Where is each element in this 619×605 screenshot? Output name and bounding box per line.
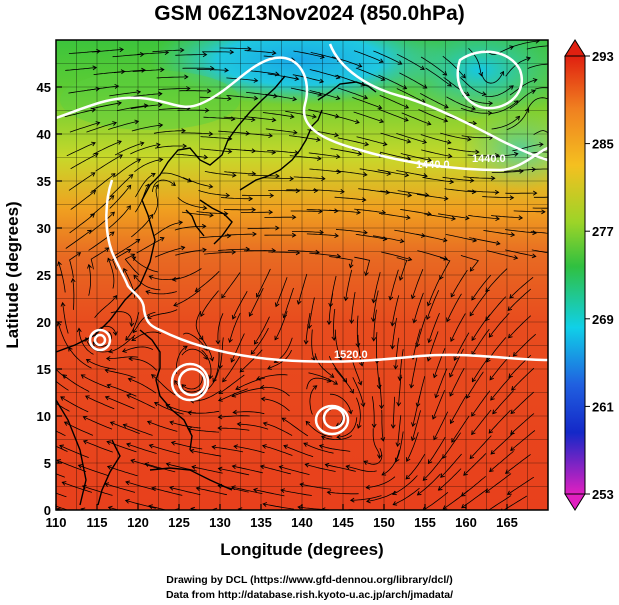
x-tick-label: 125	[168, 515, 190, 530]
x-tick-label: 160	[455, 515, 477, 530]
contour-label-1440-b: 1440.0	[472, 153, 506, 165]
y-tick-label: 45	[37, 80, 51, 95]
contour-label-1440-a: 1440.0	[416, 159, 450, 171]
y-tick-label: 5	[44, 456, 51, 471]
y-tick-label: 15	[37, 362, 51, 377]
wind-streamlines	[56, 40, 548, 510]
y-tick-label: 10	[37, 409, 51, 424]
colorbar-top-arrow	[564, 39, 586, 57]
y-tick-label: 40	[37, 127, 51, 142]
x-tick-label: 130	[209, 515, 231, 530]
colorbar-scale	[564, 55, 586, 495]
x-tick-label: 110	[46, 515, 67, 530]
y-tick-label: 20	[37, 315, 51, 330]
colorbar-tick-label: 277	[592, 224, 614, 239]
colorbar: 293 285 277 269 261 253	[564, 39, 614, 511]
lat-lon-grid	[56, 40, 548, 510]
y-tick-label: 30	[37, 221, 51, 236]
geopotential-contours	[56, 43, 548, 436]
y-tick-label: 0	[44, 503, 51, 518]
y-tick-label: 35	[37, 174, 51, 189]
temperature-field	[56, 40, 548, 510]
y-tick-label: 25	[37, 268, 51, 283]
y-axis-title: Latitude (degrees)	[3, 201, 22, 348]
colorbar-tick-label: 253	[592, 487, 614, 502]
colorbar-tick-label: 261	[592, 399, 614, 414]
coastlines	[56, 75, 377, 506]
contour-label-1520: 1520.0	[334, 349, 368, 361]
colorbar-tick-label: 269	[592, 312, 614, 327]
colorbar-bottom-arrow	[564, 493, 586, 511]
x-tick-label: 120	[127, 515, 149, 530]
colorbar-tick-label: 285	[592, 137, 614, 152]
map-title: GSM 06Z13Nov2024 (850.0hPa)	[154, 2, 465, 25]
x-tick-label: 135	[250, 515, 272, 530]
x-tick-label: 165	[496, 515, 518, 530]
x-tick-label: 140	[291, 515, 313, 530]
x-tick-label: 115	[87, 515, 108, 530]
credit-line-drawing: Drawing by DCL (https://www.gfd-dennou.o…	[166, 574, 453, 586]
colorbar-tick-label: 293	[592, 49, 614, 64]
x-axis-title: Longitude (degrees)	[220, 540, 383, 559]
x-tick-label: 150	[373, 515, 395, 530]
x-axis-ticks: 110 115 120 125 130 135 140 145 150 155 160 165	[46, 504, 518, 530]
x-tick-label: 155	[414, 515, 436, 530]
x-tick-label: 145	[332, 515, 354, 530]
y-axis-ticks: 0 5 10 15 20 25 30 35 40 45	[37, 80, 62, 518]
credit-line-data: Data from http://database.rish.kyoto-u.a…	[165, 589, 454, 601]
